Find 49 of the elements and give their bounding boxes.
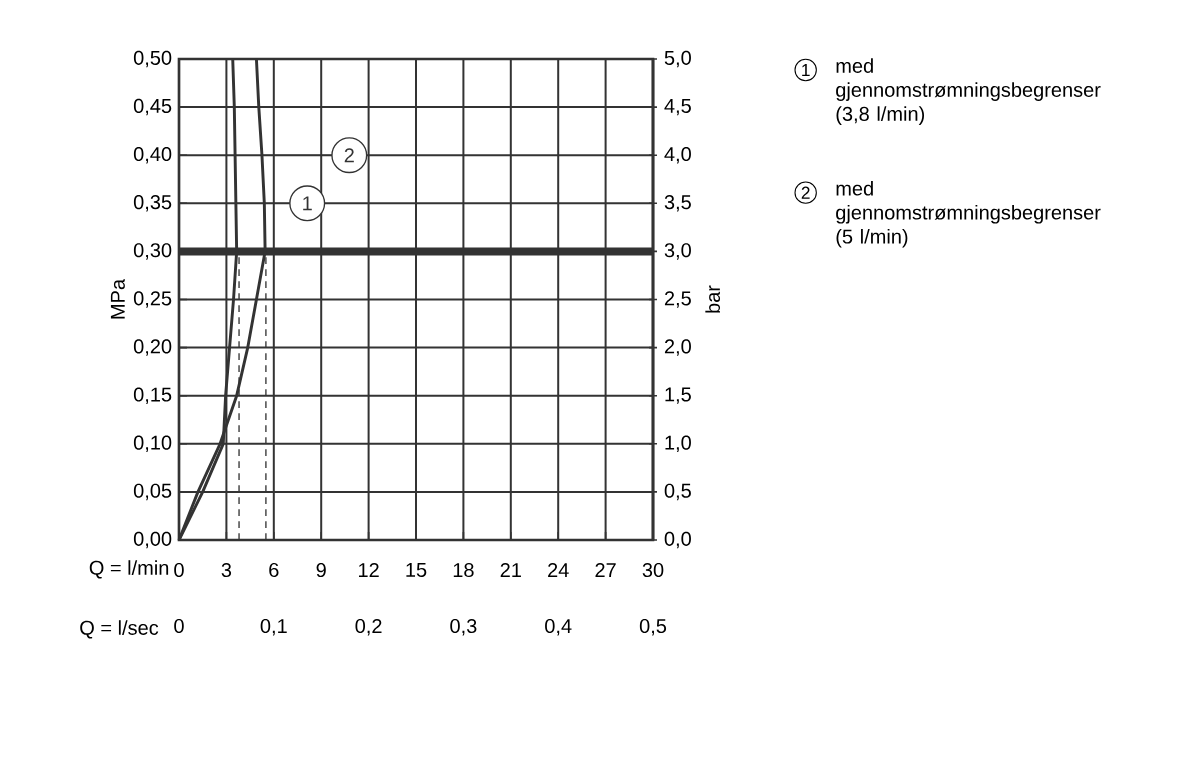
y2-tick-label: 3,0 bbox=[664, 243, 691, 260]
y2-tick-label: 0,0 bbox=[664, 531, 691, 549]
x-tick-label: 27 bbox=[595, 562, 616, 577]
y-tick-label: 0,25 bbox=[133, 291, 172, 308]
y-tick-label: 0,40 bbox=[133, 146, 172, 164]
y-tick-label: 0,05 bbox=[133, 483, 172, 501]
x-tick-label: 6 bbox=[269, 562, 279, 578]
x2-axis-title: Q = l/sec bbox=[80, 620, 159, 639]
x-tick-label: 21 bbox=[500, 562, 521, 577]
y2-tick-label: 2,5 bbox=[664, 291, 691, 308]
text: 2 bbox=[801, 186, 810, 199]
y2-tick-label: 1,0 bbox=[665, 435, 691, 453]
y2-tick-label: 4,5 bbox=[664, 98, 691, 116]
y-tick-label: 0,50 bbox=[133, 50, 172, 68]
y2-tick-label: 1,5 bbox=[665, 387, 691, 404]
y2-tick-label: 3,5 bbox=[664, 195, 691, 212]
y-tick-label: 0,35 bbox=[133, 195, 172, 212]
y2-tick-label: 0,5 bbox=[664, 483, 691, 501]
y-tick-label: 0,45 bbox=[133, 98, 172, 116]
annotation: 1 bbox=[303, 196, 312, 211]
x-tick-label: 0 bbox=[174, 562, 184, 578]
x-tick-label: 3 bbox=[221, 562, 232, 578]
x2-tick-label: 0 bbox=[174, 618, 184, 634]
x2-tick-label: 0,5 bbox=[639, 618, 667, 636]
x2-tick-label: 0,1 bbox=[260, 618, 287, 636]
x-axis-title: Q = l/min bbox=[89, 560, 169, 579]
y-tick-label: 0,30 bbox=[133, 243, 172, 260]
y-tick-label: 0,10 bbox=[133, 435, 172, 453]
y2-tick-label: 2,0 bbox=[664, 339, 691, 356]
x-tick-label: 24 bbox=[548, 562, 569, 577]
y2-tick-label: 4,0 bbox=[664, 146, 691, 164]
y-tick-label: 0,00 bbox=[133, 531, 172, 549]
x2-tick-label: 0,4 bbox=[545, 618, 572, 636]
y2-axis-title: bar bbox=[705, 285, 721, 313]
text: 1 bbox=[802, 64, 810, 76]
y-axis-title: MPa bbox=[110, 278, 125, 319]
y-tick-label: 0,20 bbox=[133, 339, 172, 356]
x2-tick-label: 0,2 bbox=[355, 618, 382, 636]
text: med gjennomstrømningsbegrenser (5 l/min) bbox=[836, 180, 1101, 248]
x-tick-label: 12 bbox=[359, 562, 379, 577]
x-tick-label: 15 bbox=[406, 562, 427, 577]
annotation: 2 bbox=[344, 148, 354, 163]
x-tick-label: 9 bbox=[316, 562, 326, 578]
y2-tick-label: 5,0 bbox=[664, 50, 691, 68]
y-tick-label: 0,15 bbox=[133, 387, 172, 404]
x-tick-label: 18 bbox=[453, 562, 474, 578]
x-tick-label: 30 bbox=[642, 562, 664, 578]
text: med gjennomstrømningsbegrenser (3,8 l/min) bbox=[836, 58, 1101, 125]
x2-tick-label: 0,3 bbox=[450, 618, 477, 636]
